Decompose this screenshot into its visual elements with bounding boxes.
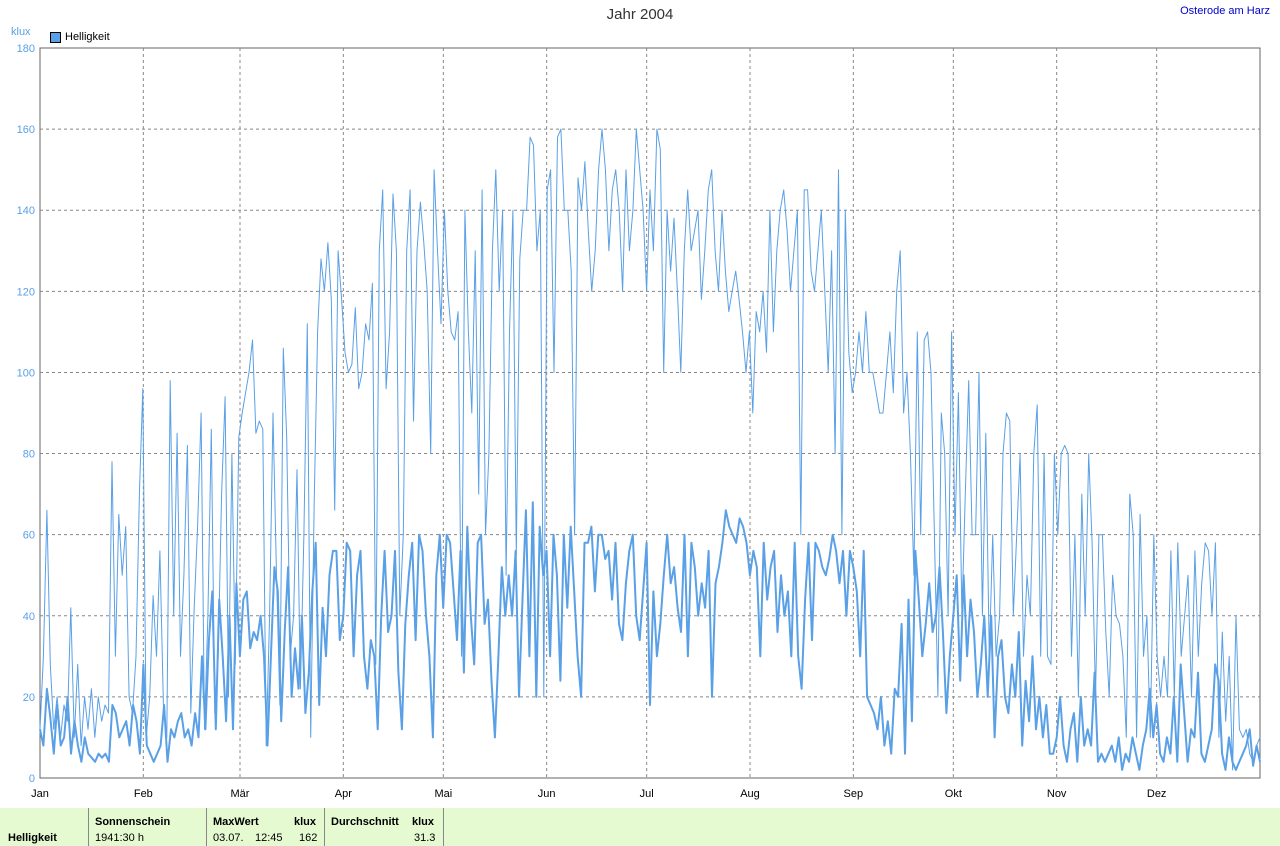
x-ticks: Jan Feb Mär Apr Mai Jun Jul Aug Sep Okt Nov Dez bbox=[31, 788, 1166, 800]
y-tick-label: 60 bbox=[23, 530, 35, 542]
footer-row-label: Helligkeit bbox=[8, 832, 57, 844]
average-value: 31.3 bbox=[414, 832, 436, 844]
sunshine-value: 1941:30 h bbox=[95, 832, 144, 844]
brightness-chart: 0 20 40 60 80 100 120 140 160 180 Jan Feb Mär Apr Mai… bbox=[17, 43, 1261, 800]
average-label: Durchschnitt bbox=[331, 816, 399, 828]
x-tick-label: Okt bbox=[945, 788, 962, 800]
series-group bbox=[39, 128, 1261, 771]
x-tick-label: Jan bbox=[31, 788, 49, 800]
max-value: 162 bbox=[299, 832, 318, 844]
summary-footer: Helligkeit Sonnenschein 1941:30 h MaxWer… bbox=[0, 808, 1280, 846]
sunshine-cell: Sonnenschein 1941:30 h bbox=[88, 808, 207, 846]
location-label: Osterode am Harz bbox=[1180, 5, 1270, 17]
y-tick-label: 120 bbox=[17, 286, 35, 298]
x-tick-label: Aug bbox=[740, 788, 760, 800]
x-tick-label: Sep bbox=[844, 788, 864, 800]
y-tick-label: 160 bbox=[17, 124, 35, 136]
max-label: MaxWert bbox=[213, 816, 259, 828]
x-tick-label: Mai bbox=[434, 788, 452, 800]
y-tick-label: 0 bbox=[29, 773, 35, 785]
max-cell: MaxWert klux 03.07. 12:45 162 bbox=[206, 808, 325, 846]
x-tick-label: Apr bbox=[335, 788, 352, 800]
y-ticks: 0 20 40 60 80 100 120 140 160 180 bbox=[17, 43, 35, 785]
legend-label: Helligkeit bbox=[65, 31, 110, 43]
legend-swatch bbox=[50, 31, 61, 43]
y-tick-label: 180 bbox=[17, 43, 35, 55]
y-tick-label: 20 bbox=[23, 692, 35, 704]
y-tick-label: 40 bbox=[23, 611, 35, 623]
series-line-thick bbox=[39, 501, 1261, 771]
legend: Helligkeit bbox=[50, 31, 110, 43]
max-date: 03.07. bbox=[213, 832, 244, 844]
sunshine-label: Sonnenschein bbox=[95, 816, 171, 828]
chart-title: Jahr 2004 bbox=[606, 6, 674, 23]
y-axis-unit: klux bbox=[11, 26, 31, 38]
max-time: 12:45 bbox=[255, 832, 283, 844]
x-tick-label: Mär bbox=[231, 788, 250, 800]
average-unit: klux bbox=[412, 816, 435, 828]
max-unit: klux bbox=[294, 816, 317, 828]
x-tick-label: Jul bbox=[640, 788, 654, 800]
x-tick-label: Jun bbox=[538, 788, 556, 800]
y-tick-label: 80 bbox=[23, 449, 35, 461]
y-tick-label: 100 bbox=[17, 367, 35, 379]
y-tick-label: 140 bbox=[17, 205, 35, 217]
x-tick-label: Feb bbox=[134, 788, 153, 800]
series-line-thin bbox=[39, 128, 1261, 771]
x-tick-label: Dez bbox=[1147, 788, 1167, 800]
average-cell: Durchschnitt klux 31.3 bbox=[324, 808, 444, 846]
x-tick-label: Nov bbox=[1047, 788, 1067, 800]
